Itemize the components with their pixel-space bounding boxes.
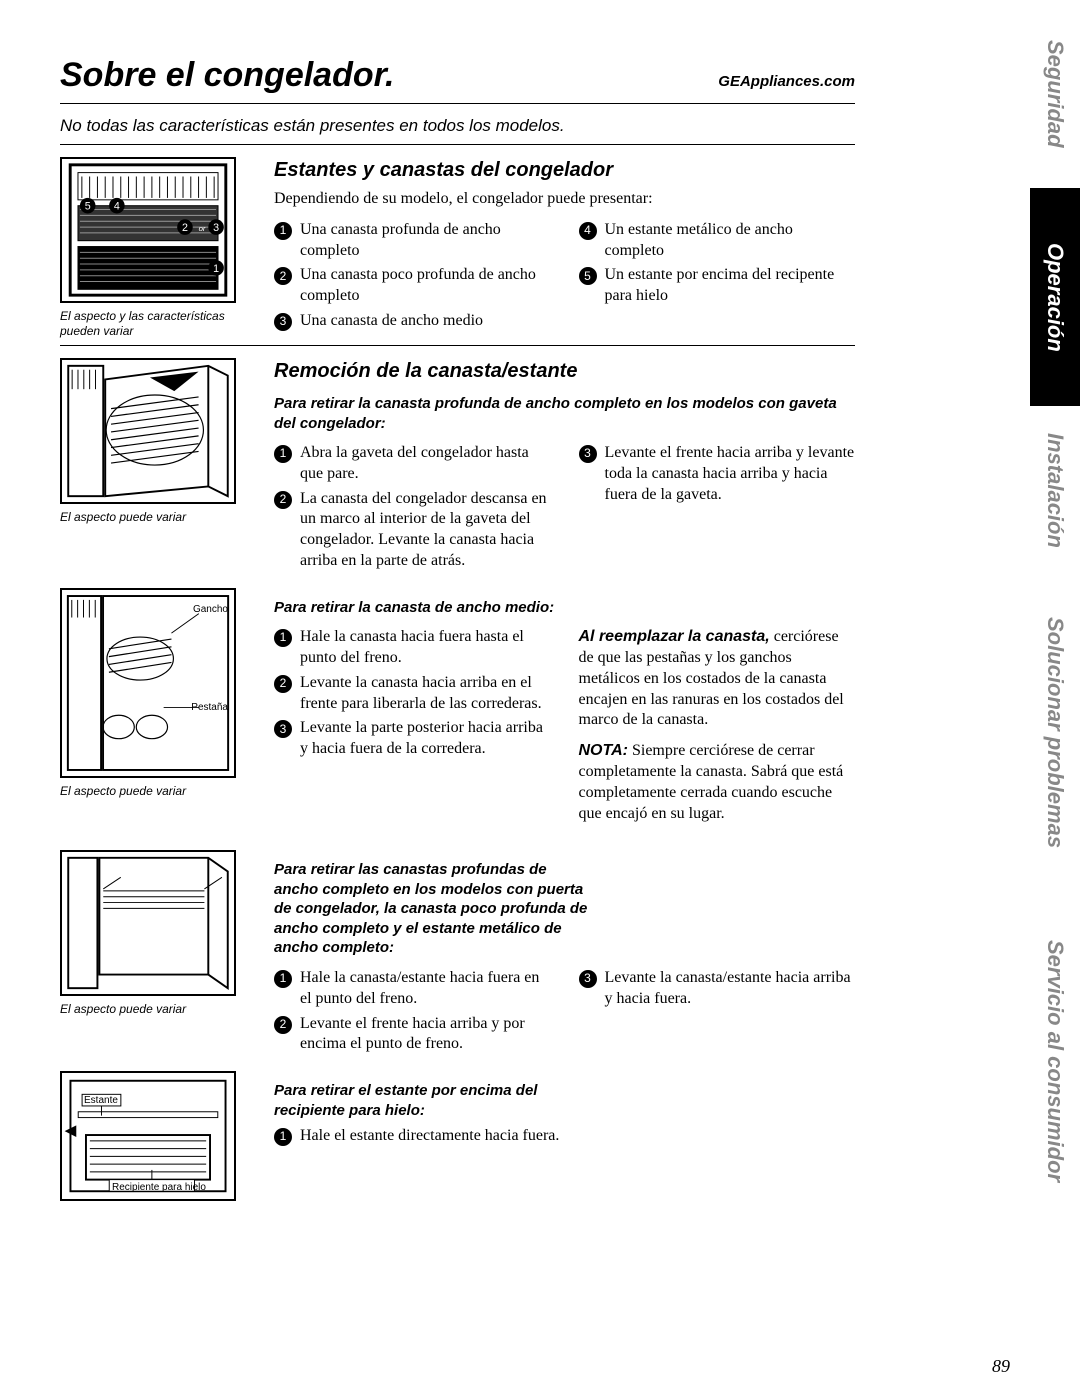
item-5: Un estante por encima del recipente para… <box>605 265 856 307</box>
section-removal-4: Estante Recipiente para hielo Para retir… <box>60 1071 855 1201</box>
figure-freezer-layout: 5 4 2 or 3 1 <box>60 157 236 303</box>
step-2: Levante la canasta hacia arriba en el fr… <box>300 673 551 715</box>
label-pestana: Pestaña <box>191 702 228 713</box>
tab-operacion[interactable]: Operación <box>1030 188 1080 406</box>
svg-text:or: or <box>199 224 206 233</box>
svg-text:5: 5 <box>85 201 91 213</box>
item-2: Una canasta poco profunda de ancho compl… <box>300 265 551 307</box>
title-text: Sobre el congelador. <box>60 56 394 95</box>
page-title: Sobre el congelador. GEAppliances.com <box>60 56 855 95</box>
note-lead: NOTA: <box>579 742 628 759</box>
figure-caption-4: El aspecto puede variar <box>60 1002 240 1017</box>
item-1: Una canasta profunda de ancho completo <box>300 220 551 262</box>
content: Sobre el congelador. GEAppliances.com No… <box>60 56 855 1201</box>
figure-hooks: Gancho Pestaña <box>60 588 236 778</box>
step-1: Hale el estante directamente hacia fuera… <box>300 1126 559 1147</box>
bullet-icon: 3 <box>274 313 292 331</box>
bullet-icon: 3 <box>579 970 597 988</box>
step-1: Hale la canasta hacia fuera hasta el pun… <box>300 627 551 669</box>
tab-instalacion[interactable]: Instalación <box>1030 406 1080 574</box>
figure-ice-shelf: Estante Recipiente para hielo <box>60 1071 236 1201</box>
label-gancho: Gancho <box>193 604 228 615</box>
title-rule <box>60 103 855 104</box>
section-removal-1: El aspecto puede variar Remoción de la c… <box>60 358 855 576</box>
heading-removal: Remoción de la canasta/estante <box>274 358 855 384</box>
subtitle: No todas las características están prese… <box>60 116 855 136</box>
subheading-door-models: Para retirar las canastas profundas de a… <box>274 860 594 958</box>
section-removal-3: El aspecto puede variar Para retirar las… <box>60 850 855 1059</box>
step-3: Levante la canasta/estante hacia arriba … <box>605 968 856 1010</box>
bullet-icon: 1 <box>274 629 292 647</box>
subheading-half-basket: Para retirar la canasta de ancho medio: <box>274 598 855 618</box>
intro-text: Dependiendo de su modelo, el congelador … <box>274 189 855 210</box>
step-1: Abra la gaveta del congelador hasta que … <box>300 443 551 485</box>
side-tabs: Seguridad Operación Instalación Solucion… <box>1030 0 1080 1397</box>
bullet-icon: 2 <box>274 675 292 693</box>
bullet-icon: 5 <box>579 267 597 285</box>
figure-door-model <box>60 850 236 996</box>
step-3: Levante el frente hacia arriba y levante… <box>605 443 856 505</box>
page-number: 89 <box>992 1356 1010 1377</box>
svg-text:1: 1 <box>213 263 219 275</box>
replace-lead: Al reemplazar la canasta, <box>579 628 770 645</box>
figure-drawer-open <box>60 358 236 504</box>
figure-caption-1: El aspecto y las características pueden … <box>60 309 240 339</box>
section-removal-2: Gancho Pestaña El aspecto puede variar P… <box>60 588 855 825</box>
bullet-icon: 1 <box>274 1128 292 1146</box>
bullet-icon: 2 <box>274 267 292 285</box>
svg-text:3: 3 <box>213 222 219 234</box>
tab-servicio[interactable]: Servicio al consumidor <box>1030 892 1080 1230</box>
item-4: Un estante metálico de ancho completo <box>605 220 856 262</box>
bullet-icon: 1 <box>274 222 292 240</box>
subtitle-rule <box>60 144 855 145</box>
bullet-icon: 3 <box>274 720 292 738</box>
label-recipiente: Recipiente para hielo <box>112 1182 206 1193</box>
tab-solucionar[interactable]: Solucionar problemas <box>1030 574 1080 892</box>
section-rule <box>60 345 855 346</box>
figure-caption-3: El aspecto puede variar <box>60 784 240 799</box>
brand-url: GEAppliances.com <box>718 73 855 90</box>
tab-seguridad[interactable]: Seguridad <box>1030 0 1080 188</box>
figure-caption-2: El aspecto puede variar <box>60 510 240 525</box>
bullet-icon: 1 <box>274 445 292 463</box>
bullet-icon: 3 <box>579 445 597 463</box>
step-2: Levante el frente hacia arriba y por enc… <box>300 1014 551 1056</box>
bullet-icon: 4 <box>579 222 597 240</box>
heading-shelves: Estantes y canastas del congelador <box>274 157 855 183</box>
subheading-deep-basket: Para retirar la canasta profunda de anch… <box>274 394 855 433</box>
bullet-icon: 2 <box>274 1016 292 1034</box>
svg-text:2: 2 <box>182 222 188 234</box>
label-estante: Estante <box>84 1095 118 1106</box>
step-3: Levante la parte posterior hacia arriba … <box>300 718 551 760</box>
step-1: Hale la canasta/estante hacia fuera en e… <box>300 968 551 1010</box>
bullet-icon: 1 <box>274 970 292 988</box>
svg-text:4: 4 <box>114 201 120 213</box>
step-2: La canasta del congelador descansa en un… <box>300 489 551 572</box>
bullet-icon: 2 <box>274 491 292 509</box>
subheading-ice-shelf: Para retirar el estante por encima del r… <box>274 1081 554 1120</box>
section-shelves: 5 4 2 or 3 1 El aspecto y las caracterís… <box>60 157 855 339</box>
item-3: Una canasta de ancho medio <box>300 311 483 332</box>
